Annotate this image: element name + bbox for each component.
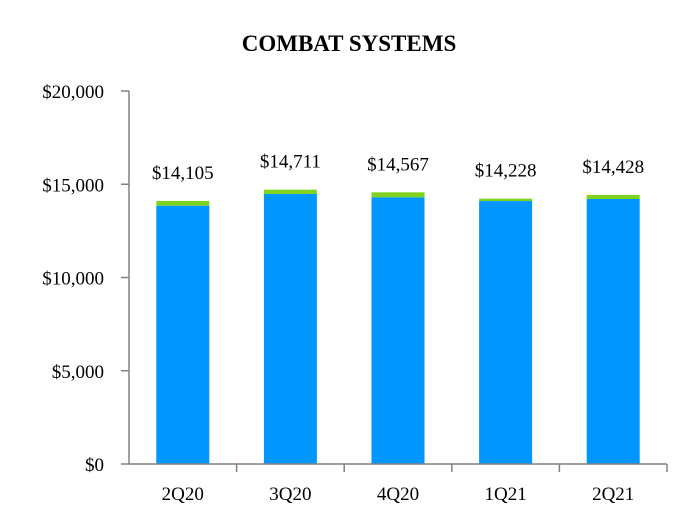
bar-top-segment [263,189,317,194]
y-tick-label: $0 [85,455,104,476]
bar-main-segment [263,193,317,464]
bar-main-segment [156,205,210,464]
bar-data-label: $14,428 [582,157,644,178]
bar-main-segment [586,198,640,464]
bar-top-segment [586,194,640,199]
x-tick-label: 4Q20 [377,484,419,505]
x-tick-label: 2Q20 [162,484,204,505]
x-tick-label: 2Q21 [592,484,634,505]
bar-data-label: $14,105 [152,163,214,184]
bar-data-label: $14,567 [367,154,429,175]
chart-title: COMBAT SYSTEMS [242,31,457,56]
bar-main-segment [479,201,533,464]
bar-main-segment [371,197,425,464]
x-tick-label: 3Q20 [269,484,311,505]
data-labels: $14,105 $14,711 $14,567 $14,228 $14,428 [152,152,644,184]
y-axis-ticks: $0 $5,000 $10,000 $15,000 $20,000 [42,82,129,476]
bar-top-segment [479,198,533,202]
bar-top-segment [156,200,210,206]
y-tick-label: $10,000 [42,269,104,290]
y-tick-label: $20,000 [42,82,104,103]
bar-top-segment [371,192,425,198]
y-tick-label: $15,000 [42,175,104,196]
bar-data-label: $14,711 [260,152,321,173]
x-tick-label: 1Q21 [484,484,526,505]
x-axis-ticks: 2Q20 3Q20 4Q20 1Q21 2Q21 [162,464,668,505]
y-tick-label: $5,000 [52,362,104,383]
bars [156,189,640,464]
bar-data-label: $14,228 [475,161,537,182]
